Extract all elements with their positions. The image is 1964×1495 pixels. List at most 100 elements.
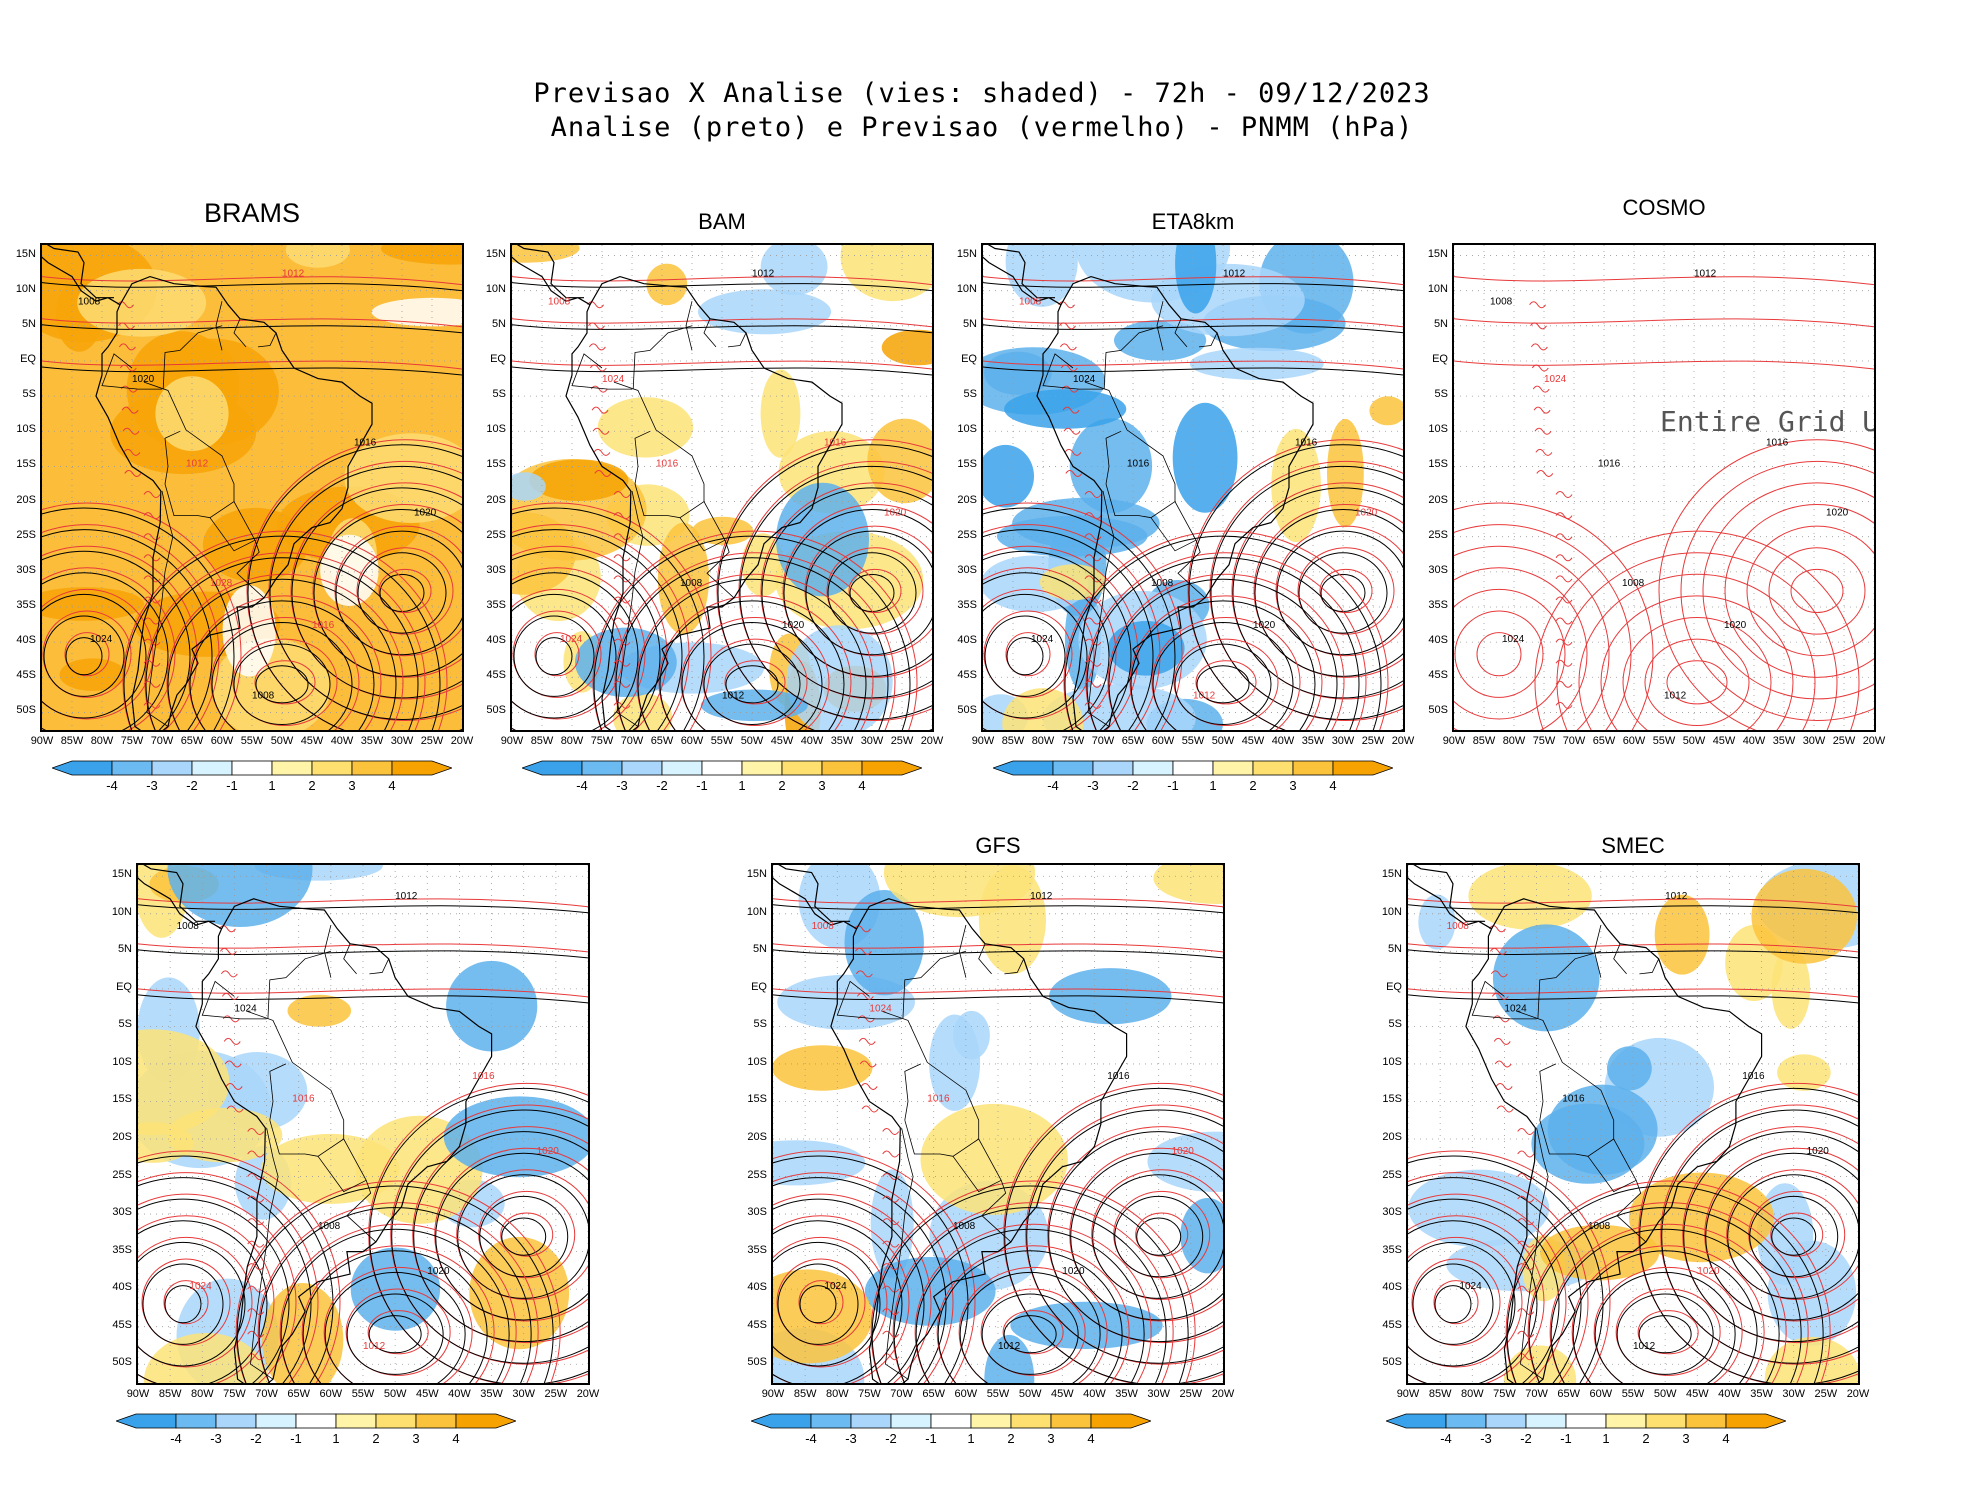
forecast-isobar-andes xyxy=(1517,1330,1535,1338)
lat-tick-label: 25S xyxy=(1428,528,1448,541)
forecast-isobar xyxy=(1534,530,1860,730)
lon-tick-label: 65W xyxy=(922,1388,946,1400)
forecast-isobar-andes xyxy=(613,617,631,625)
isobar-label: 1008 xyxy=(1588,1221,1611,1232)
lat-tick-label: 25S xyxy=(486,528,506,541)
bias-shading xyxy=(446,960,538,1052)
country-border xyxy=(1150,517,1197,552)
forecast-isobar xyxy=(724,660,786,705)
analysis-isobar xyxy=(1174,643,1272,726)
colorbar-segment xyxy=(255,1413,297,1429)
lon-tick-label: 35W xyxy=(1772,735,1796,747)
lon-tick-label: 45W xyxy=(1712,735,1736,747)
bias-shading xyxy=(984,351,1052,395)
forecast-isobar-andes xyxy=(1059,322,1076,330)
colorbar-label: -1 xyxy=(290,1431,302,1446)
lon-tick-label: 25W xyxy=(1814,1388,1838,1400)
lon-tick-label: 45W xyxy=(1241,735,1265,747)
analysis-isobar xyxy=(42,550,191,730)
lon-tick-label: 70W xyxy=(1562,735,1586,747)
forecast-isobar xyxy=(1790,568,1844,614)
colorbar-segment xyxy=(151,760,193,776)
lat-tick-label: 25S xyxy=(1382,1168,1402,1181)
lat-tick-label: 10S xyxy=(16,423,36,436)
colorbar-label: 1 xyxy=(268,778,276,793)
bias-shading xyxy=(692,516,754,545)
country-border xyxy=(257,332,277,348)
lon-tick-label: 75W xyxy=(1532,735,1556,747)
forecast-isobar-andes xyxy=(1492,1015,1510,1023)
analysis-isobar xyxy=(65,637,103,676)
forecast-isobar-andes xyxy=(143,617,161,625)
map-svg-eta: 1008 1012 1016 1020 1024 1008 1012 1016 1020 1024 xyxy=(983,245,1403,730)
isobar-label: 1016 xyxy=(1295,437,1318,448)
bias-shading xyxy=(953,1010,990,1060)
bias-shading xyxy=(1189,347,1324,380)
lat-tick-label: 35S xyxy=(747,1243,767,1256)
analysis-isobar xyxy=(637,578,867,730)
central-america-coastline xyxy=(42,245,121,306)
forecast-isobar xyxy=(188,595,382,730)
colorbar-segment xyxy=(111,760,153,776)
forecast-isobar xyxy=(1002,1310,1064,1355)
forecast-isobar xyxy=(1454,276,1874,286)
lat-tick-label: 40S xyxy=(1382,1281,1402,1294)
colorbar-segment xyxy=(175,1413,217,1429)
colorbar-segment xyxy=(1052,760,1094,776)
map-plot-smec: 1008 1012 1016 1020 1024 1008 1012 1016 1020 1024 xyxy=(1406,863,1860,1385)
country-border xyxy=(1587,1156,1637,1193)
lat-tick-label: EQ xyxy=(116,980,132,993)
lon-tick-label: 35W xyxy=(1115,1388,1138,1400)
colorbar-label: 2 xyxy=(778,778,786,793)
country-border xyxy=(201,980,267,1020)
analysis-isobar xyxy=(512,550,661,730)
forecast-isobar xyxy=(1003,1082,1223,1383)
forecast-isobar-andes xyxy=(221,992,239,1000)
forecast-isobar xyxy=(1151,617,1301,730)
forecast-isobar xyxy=(512,502,712,730)
lon-tick-label: 30W xyxy=(1331,735,1355,747)
lon-tick-label: 80W xyxy=(1031,735,1055,747)
analysis-isobar xyxy=(1108,578,1338,730)
analysis-isobar xyxy=(247,444,462,730)
forecast-isobar-andes xyxy=(143,659,161,667)
forecast-isobar-andes xyxy=(247,1240,265,1248)
lat-tick-label: 30S xyxy=(486,563,506,576)
bias-shading xyxy=(371,297,462,327)
lon-tick-label: 30W xyxy=(860,735,884,747)
lon-tick-label: 75W xyxy=(1493,1388,1516,1400)
bias-shading xyxy=(1468,865,1592,930)
lon-tick-label: 75W xyxy=(1061,735,1085,747)
analysis-isobar xyxy=(479,1195,569,1278)
forecast-isobar xyxy=(232,638,338,727)
isobar-label: 1012 xyxy=(363,1341,386,1352)
analysis-isobar xyxy=(42,593,147,719)
country-border xyxy=(1156,301,1164,351)
forecast-isobar-andes xyxy=(1532,385,1550,393)
isobar-label: 1008 xyxy=(1490,297,1513,308)
analysis-isobar xyxy=(773,1177,947,1383)
forecast-isobar xyxy=(301,1245,495,1383)
analysis-isobar xyxy=(302,1250,488,1383)
lon-tick-label: 25W xyxy=(420,735,444,747)
lon-tick-label: 35W xyxy=(480,1388,503,1400)
lat-tick-label: 15S xyxy=(957,458,977,471)
analysis-isobar xyxy=(983,550,1132,730)
forecast-isobar xyxy=(1454,318,1874,328)
country-border xyxy=(902,950,967,1019)
bias-shading xyxy=(1004,389,1127,429)
panel-cosmo: COSMO 1008 1012 1016 1020 1024 1008 1012 1016 102… xyxy=(1428,195,1886,842)
lon-tick-label: 80W xyxy=(1460,1388,1484,1400)
forecast-isobar xyxy=(773,988,1223,998)
lon-tick-label: 20W xyxy=(1391,735,1415,747)
colorbar-label: 3 xyxy=(818,778,826,793)
forecast-isobar xyxy=(1195,660,1257,705)
bias-shading xyxy=(1654,894,1710,975)
forecast-isobar xyxy=(1666,660,1728,705)
lat-tick-label: 45S xyxy=(486,669,506,682)
lat-tick-label: 50S xyxy=(486,704,506,717)
analysis-isobar xyxy=(324,1271,466,1383)
forecast-isobar-andes xyxy=(1555,596,1573,604)
colorbar-segment xyxy=(375,1413,417,1429)
lon-tick-label: 45W xyxy=(415,1388,439,1400)
